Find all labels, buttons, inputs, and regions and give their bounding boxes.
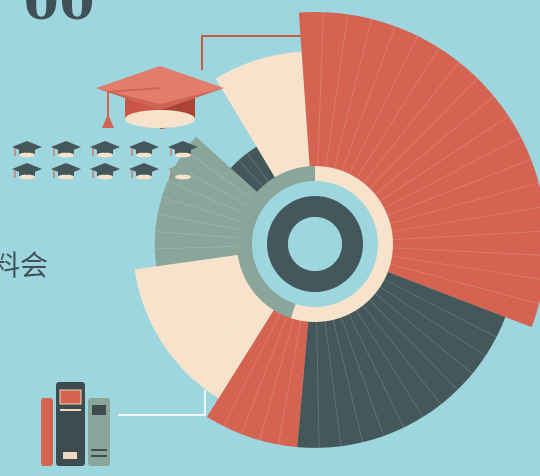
radial-spoke — [367, 78, 478, 190]
radial-spoke — [325, 14, 349, 169]
radial-spoke — [389, 206, 540, 233]
radial-spoke — [154, 245, 240, 250]
radial-spoke — [361, 303, 442, 405]
radial-spoke — [138, 262, 242, 290]
radial-spoke — [388, 182, 539, 225]
graduation-cap-icon — [90, 163, 120, 180]
inner-ring-3 — [267, 196, 363, 292]
center-hole — [288, 217, 342, 271]
graduation-cap-icon — [90, 141, 120, 158]
radial-spoke — [373, 292, 473, 375]
radial-spoke — [361, 61, 460, 185]
radial-spoke — [382, 136, 522, 210]
radial-segment-4 — [134, 254, 275, 399]
radial-spoke — [167, 180, 246, 215]
radial-chart — [134, 12, 540, 448]
radial-segment-1 — [298, 12, 540, 328]
radial-spoke — [390, 255, 540, 280]
graduation-cap-icon — [129, 141, 159, 158]
radial-spoke — [277, 318, 302, 445]
radial-spoke — [259, 317, 295, 441]
radial-spoke — [184, 150, 254, 200]
inner-ring-1 — [290, 166, 393, 322]
graduation-cap-icon — [12, 163, 42, 180]
radial-spoke — [240, 314, 288, 435]
ring-gap — [252, 181, 378, 307]
radial-spoke — [265, 57, 296, 171]
radial-spoke — [340, 26, 396, 173]
radial-spoke — [223, 311, 282, 427]
radial-spoke — [246, 152, 270, 184]
radial-spoke — [354, 308, 424, 418]
radial-spoke — [347, 312, 405, 428]
radial-spoke — [367, 298, 458, 391]
radial-spoke — [187, 297, 263, 375]
radial-segment-7 — [215, 51, 310, 179]
radial-spoke — [162, 285, 252, 344]
radial-spoke — [388, 263, 540, 305]
radial-spoke — [238, 159, 265, 189]
radial-segment-6 — [230, 146, 276, 194]
radial-spoke — [201, 303, 269, 388]
radial-spoke — [155, 231, 240, 239]
radial-spoke — [161, 196, 243, 223]
radial-spoke — [332, 317, 363, 443]
headline-number: : 00 — [0, 0, 96, 31]
radial-spoke — [283, 53, 303, 170]
cap-grid — [12, 141, 198, 180]
radial-spoke — [152, 277, 248, 327]
graduation-cap-icon — [51, 141, 81, 158]
books-connector-line — [118, 390, 206, 416]
side-label: 料会 — [0, 249, 49, 282]
radial-spoke — [385, 159, 532, 217]
cap-connector-line — [201, 35, 318, 70]
graduation-cap-icon — [51, 163, 81, 180]
radial-spoke — [348, 35, 419, 177]
graduation-cap-icon — [168, 141, 198, 158]
radial-spoke — [316, 319, 320, 448]
radial-spoke — [373, 96, 495, 196]
radial-spoke — [247, 62, 290, 173]
radial-segment-3 — [206, 308, 309, 448]
radial-spoke — [157, 213, 241, 231]
radial-spoke — [382, 278, 497, 338]
radial-spoke — [144, 270, 244, 309]
graduation-cap-icon — [129, 163, 159, 180]
radial-spoke — [378, 285, 486, 357]
radial-spoke — [324, 319, 342, 447]
radial-spoke — [333, 18, 373, 171]
radial-spoke — [390, 247, 540, 256]
radial-spoke — [340, 315, 385, 437]
radial-spoke — [231, 69, 283, 176]
radial-spoke — [355, 47, 440, 180]
radial-spoke — [173, 291, 257, 360]
graduation-cap-icon — [12, 141, 42, 158]
graduation-cap-icon — [96, 66, 224, 129]
graduation-cap-icon — [168, 163, 198, 180]
radial-spoke — [378, 115, 509, 203]
radial-segment-2 — [297, 271, 506, 448]
inner-ring-2 — [236, 166, 315, 319]
radial-spoke — [390, 230, 540, 241]
books-icon — [41, 382, 110, 466]
radial-spoke — [317, 12, 324, 169]
